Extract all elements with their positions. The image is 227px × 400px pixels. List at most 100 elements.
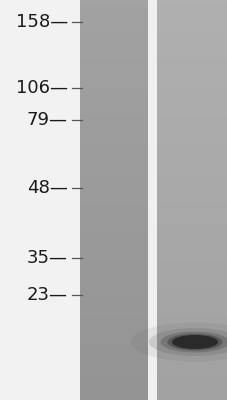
Bar (156, 325, 227, 330)
Text: 48—: 48— (27, 179, 68, 197)
Bar (80, 380, 147, 385)
Bar (80, 285, 147, 290)
Bar (156, 205, 227, 210)
Bar (80, 220, 147, 225)
Bar (80, 280, 147, 285)
Bar (156, 50, 227, 55)
Bar (80, 260, 147, 265)
Bar (156, 180, 227, 185)
Bar (80, 125, 147, 130)
Bar (156, 40, 227, 45)
Bar (156, 145, 227, 150)
Bar (80, 305, 147, 310)
Bar (80, 365, 147, 370)
Bar (156, 305, 227, 310)
Bar (80, 140, 147, 145)
Bar (156, 230, 227, 235)
Bar (80, 200, 147, 205)
Bar (80, 105, 147, 110)
Bar (156, 100, 227, 105)
Bar (80, 295, 147, 300)
Bar (156, 15, 227, 20)
Bar (156, 390, 227, 395)
Bar (80, 145, 147, 150)
Bar (156, 140, 227, 145)
Ellipse shape (160, 332, 227, 352)
Bar (80, 15, 147, 20)
Bar (156, 10, 227, 15)
Bar (156, 235, 227, 240)
Bar (156, 320, 227, 325)
Bar (80, 45, 147, 50)
Bar (156, 160, 227, 165)
Ellipse shape (130, 322, 227, 362)
Bar (80, 240, 147, 245)
Bar (156, 360, 227, 365)
Bar (80, 385, 147, 390)
Bar (80, 205, 147, 210)
Bar (80, 40, 147, 45)
Bar (156, 350, 227, 355)
Bar (156, 135, 227, 140)
Bar (80, 230, 147, 235)
Bar (156, 215, 227, 220)
Bar (80, 155, 147, 160)
Bar (156, 75, 227, 80)
Bar (156, 20, 227, 25)
Text: 79—: 79— (27, 111, 68, 129)
Bar (80, 55, 147, 60)
Bar (80, 175, 147, 180)
Bar (80, 320, 147, 325)
Bar (156, 355, 227, 360)
Bar (80, 340, 147, 345)
Bar (80, 265, 147, 270)
Bar (156, 250, 227, 255)
Bar (80, 90, 147, 95)
Bar (156, 30, 227, 35)
Bar (156, 395, 227, 400)
Bar (80, 390, 147, 395)
Ellipse shape (167, 334, 222, 350)
Bar (80, 315, 147, 320)
Bar (156, 165, 227, 170)
Bar (156, 365, 227, 370)
Text: 106—: 106— (16, 79, 68, 97)
Bar (156, 310, 227, 315)
Bar (80, 350, 147, 355)
Bar (156, 260, 227, 265)
Bar (80, 300, 147, 305)
Bar (80, 170, 147, 175)
Ellipse shape (148, 328, 227, 356)
Bar (80, 255, 147, 260)
Bar (156, 380, 227, 385)
Bar (80, 275, 147, 280)
Bar (80, 120, 147, 125)
Bar (80, 70, 147, 75)
Bar (80, 245, 147, 250)
Bar (80, 60, 147, 65)
Bar (156, 315, 227, 320)
Bar (80, 345, 147, 350)
Bar (80, 95, 147, 100)
Bar (156, 210, 227, 215)
Bar (156, 280, 227, 285)
Bar (80, 185, 147, 190)
Bar (156, 190, 227, 195)
Bar (156, 105, 227, 110)
Bar (80, 160, 147, 165)
Bar (80, 225, 147, 230)
Bar (156, 185, 227, 190)
Bar (156, 120, 227, 125)
Bar (80, 375, 147, 380)
Bar (80, 310, 147, 315)
Bar (80, 110, 147, 115)
Bar (156, 225, 227, 230)
Bar (80, 10, 147, 15)
Bar (156, 240, 227, 245)
Bar (80, 235, 147, 240)
Bar (156, 255, 227, 260)
Bar (156, 385, 227, 390)
Bar (156, 220, 227, 225)
Bar (156, 70, 227, 75)
Bar (80, 30, 147, 35)
